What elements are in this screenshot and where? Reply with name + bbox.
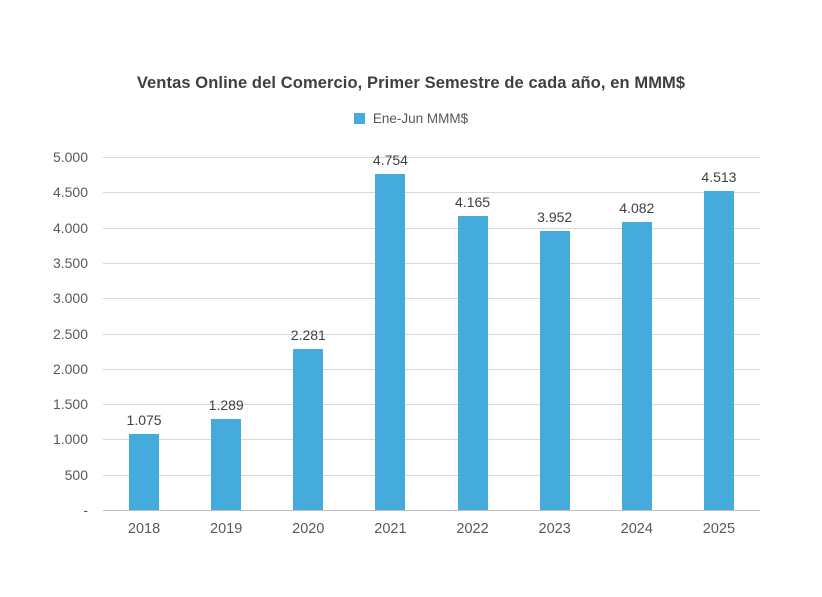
y-tick-label: 3.500 (52, 254, 88, 271)
x-axis-line (103, 510, 760, 511)
x-tick-label: 2020 (292, 521, 325, 537)
bar-2019 (211, 419, 242, 510)
gridline (103, 368, 760, 370)
bar-value-label: 4.082 (619, 199, 655, 216)
gridline (103, 262, 760, 264)
bar-slot-2025: 4.513 2025 (678, 157, 760, 537)
x-tick-label: 2018 (127, 521, 161, 537)
gridline (103, 404, 760, 406)
bar-value-label: 1.289 (208, 397, 244, 413)
bar-2018 (129, 434, 160, 510)
x-tick-label: 2023 (538, 521, 571, 537)
y-tick-label: 4.500 (52, 184, 88, 201)
legend: Ene-Jun MMM$ (0, 111, 822, 126)
y-tick-label: 500 (64, 466, 88, 483)
bar-series: 1.075 2018 1.289 2019 2.281 2020 4.754 2021 4.16… (103, 152, 760, 537)
y-axis: 5.000 4.500 4.000 3.500 3.000 2.500 2.000 1.500… (0, 149, 88, 518)
bar-value-label: 1.075 (126, 412, 162, 429)
chart-title: Ventas Online del Comercio, Primer Semes… (136, 74, 686, 92)
gridline (103, 333, 760, 335)
bar-value-label: 4.513 (701, 169, 737, 186)
bar-value-label: 3.952 (537, 209, 573, 225)
bar-slot-2021: 4.754 2021 (349, 152, 431, 537)
bar-2022 (457, 215, 488, 510)
y-tick-label: 2.500 (52, 325, 88, 342)
x-tick-label: 2025 (702, 521, 736, 537)
y-tick-label: 1.500 (52, 396, 88, 413)
gridline (103, 298, 760, 300)
bar-slot-2019: 1.289 2019 (185, 157, 267, 537)
gridline (103, 474, 760, 476)
legend-marker-icon (353, 113, 365, 124)
bar-slot-2023: 3.952 2023 (514, 157, 596, 537)
gridline (103, 192, 760, 194)
y-tick-label: 2.000 (52, 360, 88, 377)
bar-2024 (621, 221, 652, 510)
plot-area: 1.075 2018 1.289 2019 2.281 2020 4.754 2021 4.16… (103, 152, 760, 537)
gridline (103, 227, 760, 229)
y-tick-label: 4.000 (52, 219, 88, 236)
x-tick-label: 2022 (456, 521, 489, 537)
bar-2020 (293, 348, 324, 510)
x-tick-label: 2021 (374, 521, 407, 537)
bar-slot-2020: 2.281 2020 (267, 157, 349, 537)
bar-value-label: 4.754 (372, 152, 408, 169)
x-tick-label: 2019 (210, 521, 243, 537)
y-tick-label: 5.000 (52, 149, 88, 165)
legend-label: Ene-Jun MMM$ (372, 111, 469, 126)
bar-slot-2024: 4.082 2024 (596, 157, 678, 537)
bar-slot-2018: 1.075 2018 (103, 157, 185, 537)
x-tick-label: 2024 (620, 521, 653, 537)
bar-slot-2022: 4.165 2022 (432, 157, 514, 537)
bar-2021 (375, 174, 406, 510)
bar-value-label: 4.165 (455, 193, 491, 210)
bar-2025 (703, 191, 734, 510)
gridline (103, 157, 760, 158)
gridline (103, 439, 760, 441)
y-tick-label: 3.000 (52, 290, 88, 307)
y-tick-label: 1.000 (52, 431, 88, 448)
y-tick-label: - (83, 502, 88, 518)
bar-value-label: 2.281 (290, 326, 326, 343)
bar-2023 (539, 231, 570, 510)
